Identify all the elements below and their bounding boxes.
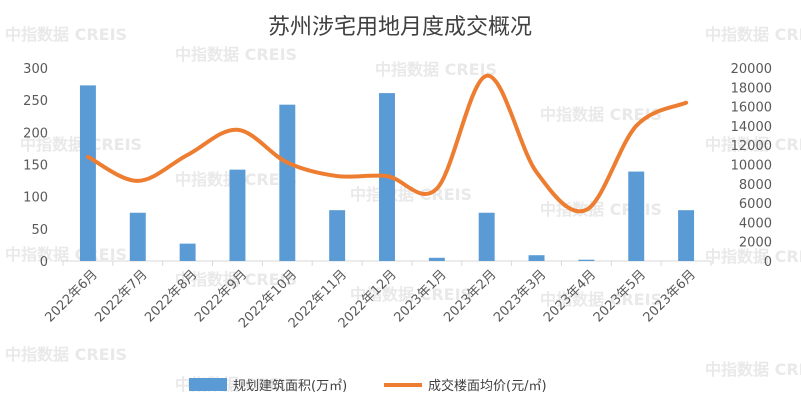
- watermark-text: 中指数据 CREIS: [350, 285, 472, 304]
- watermark-text: 中指数据 CREIS: [5, 345, 127, 364]
- right-tick-label: 4000: [739, 216, 772, 231]
- right-tick-label: 10000: [731, 159, 772, 174]
- x-tick-label: 2022年8月: [142, 267, 200, 325]
- axes: [62, 260, 712, 266]
- left-tick-label: 100: [23, 191, 48, 206]
- watermark-text: 中指数据 CREIS: [540, 290, 662, 309]
- left-tick-label: 0: [40, 255, 48, 270]
- watermark-text: 中指数据 CREIS: [705, 25, 801, 44]
- bar: [528, 255, 545, 261]
- legend-line-label: 成交楼面均价(元/㎡): [428, 378, 547, 394]
- right-tick-label: 18000: [731, 81, 772, 96]
- left-tick-label: 200: [23, 126, 48, 141]
- watermark-text: 中指数据 CREIS: [540, 105, 662, 124]
- bar: [179, 243, 196, 261]
- bar: [129, 212, 146, 261]
- left-tick-label: 50: [31, 223, 48, 238]
- watermark-text: 中指数据 CREIS: [5, 245, 127, 264]
- legend-bar-swatch: [189, 378, 227, 391]
- left-tick-label: 150: [23, 159, 48, 174]
- left-axis-ticks: 0 50 100 150 200 250 300: [23, 62, 48, 270]
- watermark-text: 中指数据 CREIS: [705, 360, 801, 379]
- watermark-text: 中指数据 CREIS: [5, 25, 127, 44]
- right-tick-label: 16000: [731, 101, 772, 116]
- right-tick-label: 14000: [731, 120, 772, 135]
- right-tick-label: 8000: [739, 178, 772, 193]
- right-tick-label: 12000: [731, 139, 772, 154]
- watermark-text: 中指数据 CREIS: [375, 60, 497, 79]
- watermark-layer: 中指数据 CREIS 中指数据 CREIS 中指数据 CREIS 中指数据 CREIS…: [5, 25, 801, 394]
- bar: [79, 85, 96, 262]
- bar: [279, 104, 296, 261]
- watermark-text: 中指数据 CREIS: [175, 45, 297, 64]
- bar: [229, 169, 246, 261]
- bar: [678, 210, 695, 261]
- legend: 规划建筑面积(万㎡) 成交楼面均价(元/㎡): [189, 378, 547, 394]
- bar: [478, 212, 495, 261]
- left-tick-label: 250: [23, 94, 48, 109]
- watermark-text: 中指数据 CREIS: [705, 247, 801, 266]
- left-tick-label: 300: [23, 62, 48, 77]
- line-path: [85, 73, 689, 214]
- chart-title: 苏州涉宅用地月度成交概况: [268, 15, 532, 40]
- right-tick-label: 2000: [739, 236, 772, 251]
- x-tick-label: 2022年6月: [43, 267, 101, 325]
- bar: [329, 210, 346, 261]
- legend-bar-label: 规划建筑面积(万㎡): [233, 378, 347, 394]
- right-tick-label: 6000: [739, 197, 772, 212]
- right-tick-label: 20000: [731, 62, 772, 77]
- bar: [628, 171, 645, 261]
- right-axis-ticks: 0 2000 4000 6000 8000 10000 12000 14000 16000 180…: [731, 62, 772, 270]
- bar: [428, 257, 445, 261]
- line-series: [85, 73, 689, 214]
- watermark-text: 中指数据 CREIS: [175, 270, 297, 289]
- bar: [578, 259, 595, 261]
- right-tick-label: 0: [764, 255, 772, 270]
- watermark-text: 中指数据 CREIS: [705, 135, 801, 154]
- x-tick-label: 2022年7月: [92, 267, 150, 325]
